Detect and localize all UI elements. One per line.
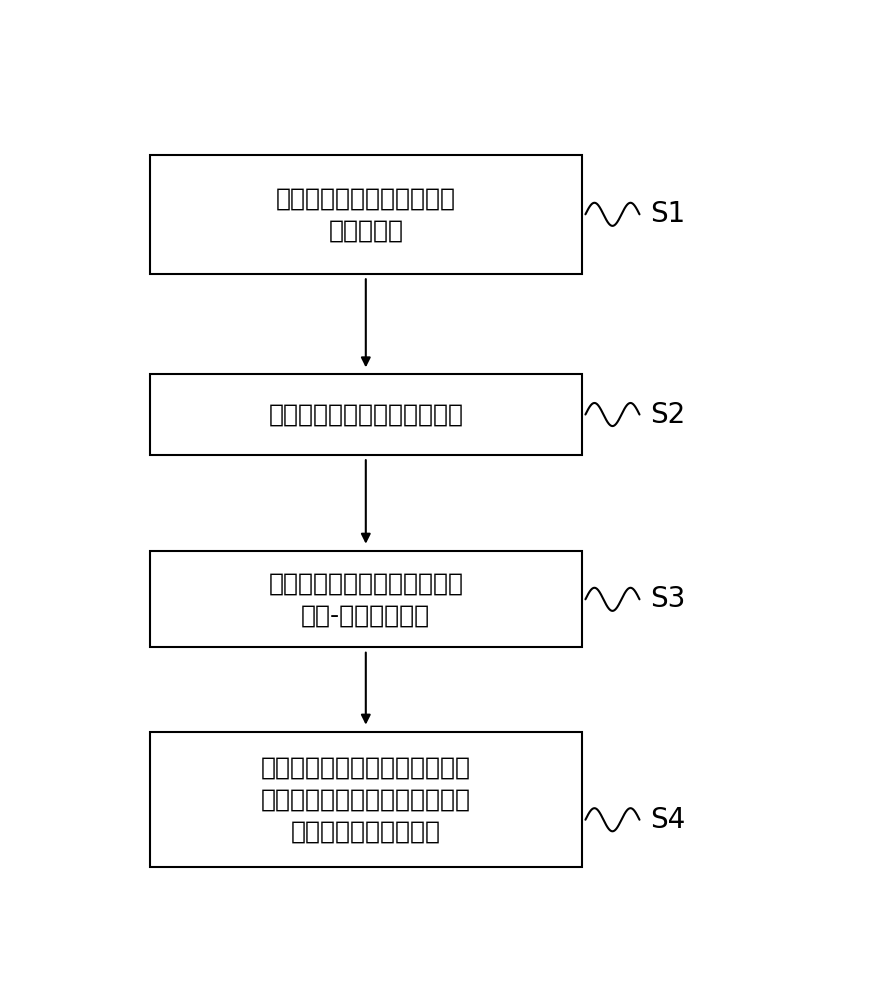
Text: S2: S2 <box>650 401 685 429</box>
Text: 分离出岩石中对应的石膏样品: 分离出岩石中对应的石膏样品 <box>269 403 463 427</box>
Bar <box>150 155 582 274</box>
Text: 根据硫酸盐中硫同位素和氧同位
素的均值，分别确定所述多个地
层岩石所处的地质时代: 根据硫酸盐中硫同位素和氧同位 素的均值，分别确定所述多个地 层岩石所处的地质时代 <box>261 756 471 843</box>
Text: 对目标区域中的多个地层岩
石分别取样: 对目标区域中的多个地层岩 石分别取样 <box>276 187 456 242</box>
Text: 对所述石膏样品中的硫酸盐进
行硫-氧同位素分析: 对所述石膏样品中的硫酸盐进 行硫-氧同位素分析 <box>269 572 463 627</box>
Text: S3: S3 <box>650 585 685 613</box>
Bar <box>150 374 582 455</box>
Bar <box>150 551 582 647</box>
Text: S1: S1 <box>650 200 685 228</box>
Bar <box>150 732 582 867</box>
Text: S4: S4 <box>650 806 685 834</box>
